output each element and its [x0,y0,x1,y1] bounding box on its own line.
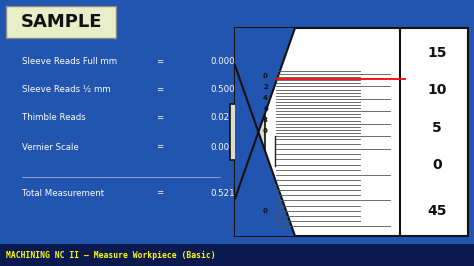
Text: 15: 15 [427,46,447,60]
Text: 45: 45 [427,204,447,218]
Polygon shape [235,65,295,236]
Bar [6,6,116,38]
Text: =: = [156,57,164,66]
Bar [235,28,468,236]
Text: 0.001: 0.001 [210,143,235,152]
Text: =: = [156,143,164,152]
Text: SAMPLE: SAMPLE [20,13,102,31]
Text: 0: 0 [432,158,442,172]
Bar [230,104,265,160]
Text: =: = [156,189,164,197]
Text: Sleeve Reads ½ mm: Sleeve Reads ½ mm [22,85,111,94]
Text: Thimble Reads: Thimble Reads [22,114,86,123]
Text: Vernier Scale: Vernier Scale [22,143,79,152]
Text: 6: 6 [263,106,268,112]
Text: 5: 5 [432,121,442,135]
Text: 0.020: 0.020 [210,114,235,123]
Text: 0.000: 0.000 [210,57,235,66]
Text: Sleeve Reads Full mm: Sleeve Reads Full mm [22,57,117,66]
Text: MACHINING NC II – Measure Workpiece (Basic): MACHINING NC II – Measure Workpiece (Bas… [6,251,216,260]
Text: =: = [156,114,164,123]
Polygon shape [235,28,295,198]
Text: 0.500: 0.500 [210,85,235,94]
Text: 0: 0 [263,208,268,214]
Text: 8: 8 [263,117,268,123]
Text: 2: 2 [263,84,268,90]
Text: 0: 0 [263,128,268,134]
Text: =: = [156,85,164,94]
Text: Total Measurement: Total Measurement [22,189,104,197]
Text: 4: 4 [263,95,268,101]
Text: 0: 0 [263,73,268,79]
Text: 0.521: 0.521 [210,189,235,197]
Text: 10: 10 [428,84,447,97]
Bar [0,244,474,266]
